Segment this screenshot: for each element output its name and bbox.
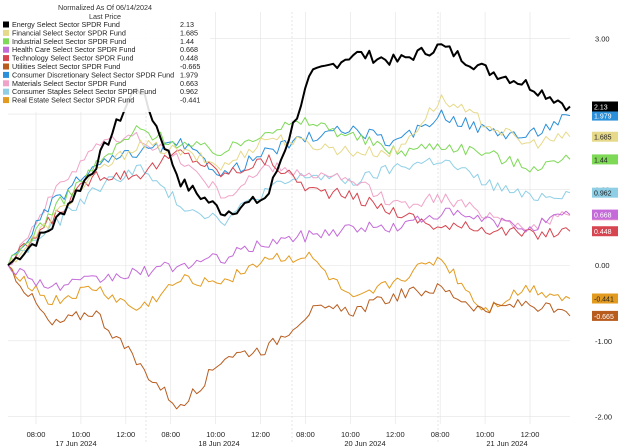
legend-series-value: 2.13 [180,20,194,29]
series-line [7,207,571,291]
last-price-tag-value: 1.685 [594,135,612,142]
x-tick-label: 08:00 [161,430,180,439]
last-price-tag-value: 0.668 [594,213,612,220]
legend-series-name: Consumer Discretionary Select Sector SPD… [12,70,174,79]
legend-series-value: -0.441 [180,96,200,105]
legend-swatch [3,29,9,36]
legend-series-value: 0.663 [180,79,198,88]
x-tick-label: 10:00 [72,430,91,439]
legend-swatch [3,38,9,45]
series-line [7,109,571,266]
legend-series-name: Technology Select Sector SPDR Fund [12,54,133,63]
last-price-tag [592,226,618,237]
series-line [7,117,571,266]
series-line [7,149,571,266]
legend-background [0,0,210,112]
last-price-tag-value: -0.441 [594,297,614,304]
last-price-tag-value: 1.44 [594,157,608,164]
legend-series-value: 0.962 [180,87,198,96]
last-price-tag [592,131,618,142]
legend-series-value: -0.665 [180,62,200,71]
last-price-tag [592,154,618,165]
legend-swatch [3,71,9,78]
last-price-tag [592,310,618,321]
y-tick-label: -1.00 [595,337,612,346]
legend-swatch [3,97,9,104]
legend-title: Normalized As Of 06/14/2024 [58,3,152,12]
series-line [7,131,571,266]
x-tick-label: 10:00 [206,430,225,439]
x-tick-label: 08:00 [27,430,46,439]
legend-series-name: Consumer Staples Select Sector SPDR Fund [12,87,156,96]
legend-series-value: 1.685 [180,28,198,37]
x-tick-label: 12:00 [386,430,405,439]
legend-series-value: 0.448 [180,54,198,63]
x-date-label: 18 Jun 2024 [198,439,239,448]
last-price-tag [592,187,618,198]
series-line [7,264,571,410]
series-layer [7,43,571,410]
x-tick-label: 10:00 [341,430,360,439]
x-axis: 08:00 10:00 12:00 08:00 10:00 12:00 08:00 10:00… [27,430,540,448]
y-tick-label: 3.00 [595,34,610,43]
legend-series-name: Energy Select Sector SPDR Fund [12,20,120,29]
last-price-tag-value: 0.962 [594,191,612,198]
legend-series-value: 1.44 [180,37,194,46]
x-date-label: 21 Jun 2024 [486,439,527,448]
legend-swatch [3,55,9,62]
last-price-tag [592,101,618,112]
x-tick-label: 08:00 [431,430,450,439]
series-line [7,251,571,313]
x-tick-label: 10:00 [476,430,495,439]
legend-series-value: 1.979 [180,70,198,79]
series-line [7,94,571,266]
legend-swatch [3,21,9,28]
last-price-tag-value: -0.665 [594,314,614,321]
legend-swatch [3,63,9,70]
x-tick-label: 12:00 [521,430,540,439]
grid-layer [8,12,570,442]
series-line [7,157,571,266]
last-price-tags: -0.4410.9620.6631.979-0.6650.4480.6681.4… [592,101,618,321]
last-price-tag-value: 2.13 [594,104,608,111]
legend-series-value: 0.668 [180,45,198,54]
legend-series-name: Real Estate Select Sector SPDR Fund [12,96,134,105]
last-price-tag [592,209,618,220]
legend-swatch [3,46,9,53]
series-line [7,43,571,266]
last-price-tag-value: 0.448 [594,229,612,236]
x-date-label: 20 Jun 2024 [344,439,385,448]
y-tick-label: 0.00 [595,261,610,270]
last-price-tag [592,293,618,304]
legend-subtitle: Last Price [89,12,121,21]
legend-series-name: Health Care Select Sector SPDR Fund [12,45,135,54]
x-tick-label: 08:00 [296,430,315,439]
legend-series-name: Industrial Select Sector SPDR Fund [12,37,126,46]
x-date-label: 17 Jun 2024 [55,439,96,448]
legend: Normalized As Of 06/14/2024 Last Price E… [0,0,210,112]
x-tick-label: 12:00 [251,430,270,439]
last-price-tag-value: 1.979 [594,114,612,121]
legend-series-name: Utilities Select Sector SPDR Fund [12,62,120,71]
legend-series-name: Financial Select Sector SPDR Fund [12,28,126,37]
y-tick-label: -2.00 [595,412,612,421]
last-price-tag [592,110,618,121]
x-tick-label: 12:00 [116,430,135,439]
legend-swatch [3,80,9,87]
legend-series-name: Materials Select Sector SPDR Fund [12,79,126,88]
legend-swatch [3,88,9,95]
